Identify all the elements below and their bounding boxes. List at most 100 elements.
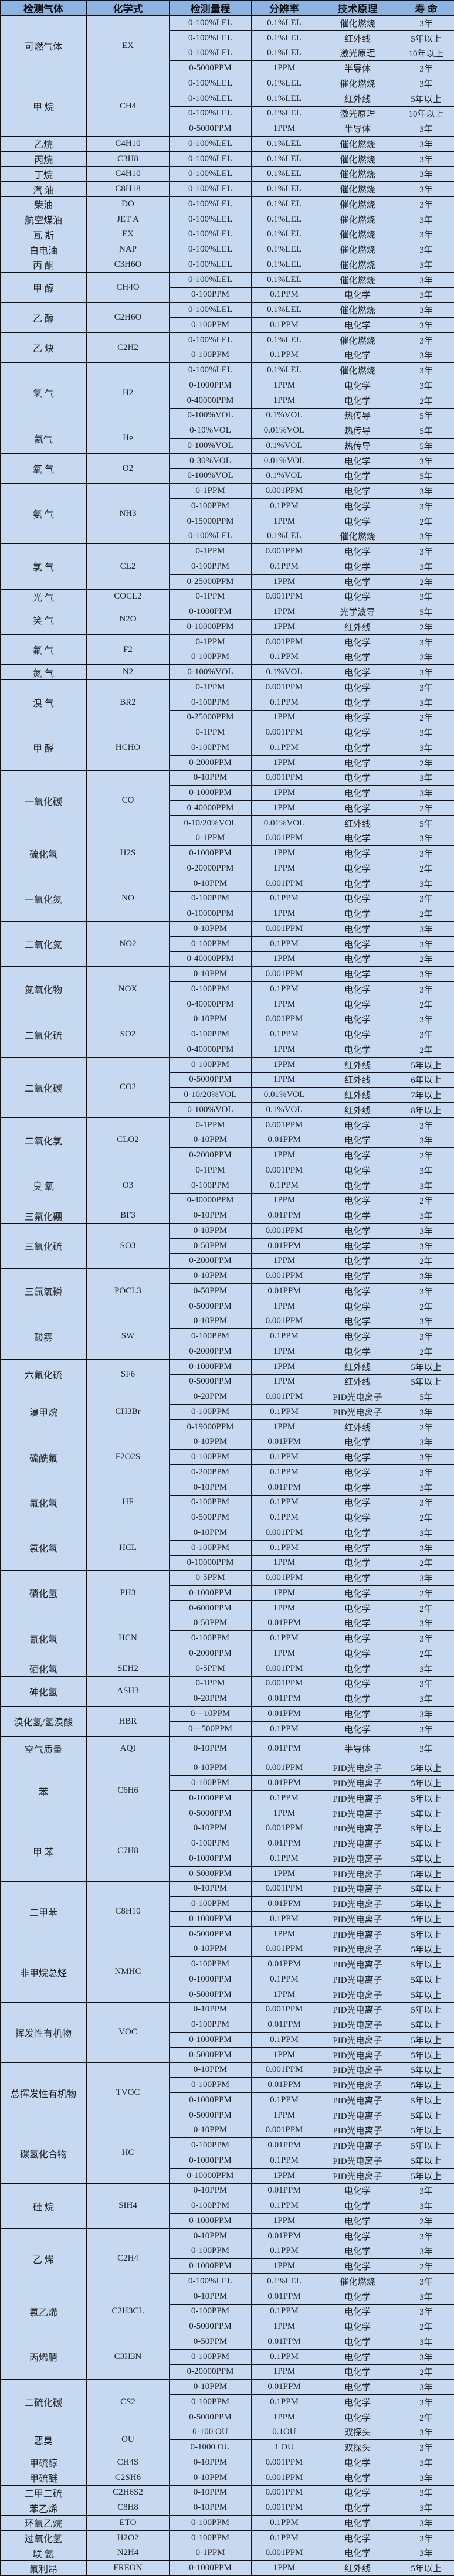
- lifespan-cell: 2年: [398, 513, 454, 529]
- principle-cell: 电化学: [317, 1706, 398, 1722]
- table-row: 0-1000PPM 1PPM 电化学 2年: [1, 2258, 454, 2274]
- resolution-cell: 0.001PPM: [251, 2001, 317, 2018]
- range-cell: 0-1PPM: [169, 830, 252, 847]
- principle-cell: 电化学: [317, 1691, 398, 1707]
- range-cell: 0-100%VOL: [169, 1102, 252, 1118]
- gas-name-cell: 溴化氢/氢溴酸: [0, 1706, 87, 1737]
- resolution-cell: 0.001PPM: [251, 725, 317, 740]
- principle-cell: 电化学: [317, 1525, 398, 1541]
- gas-name-cell: 可燃气体: [0, 15, 87, 76]
- lifespan-cell: 3年: [398, 1494, 454, 1511]
- lifespan-cell: 3年: [398, 2485, 454, 2501]
- resolution-cell: 0.001PPM: [251, 543, 317, 559]
- formula-cell: NO: [86, 875, 170, 922]
- lifespan-cell: 5年以上: [398, 1805, 454, 1821]
- lifespan-cell: 5年以上: [398, 2107, 454, 2123]
- range-cell: 0-100PPM: [169, 1177, 252, 1194]
- table-row: 0-40000PPM 1PPM 电化学 2年: [1, 800, 454, 816]
- principle-cell: 催化燃烧: [317, 242, 398, 257]
- resolution-cell: 1PPM: [251, 1646, 317, 1661]
- range-cell: 0-100%LEL: [169, 90, 252, 107]
- range-cell: 0-10PPM: [169, 770, 252, 786]
- gas-name-cell: 氯化氢: [0, 1524, 87, 1571]
- principle-cell: 电化学: [317, 453, 398, 469]
- table-row: 0-100PPM 0.01PPM PID光电离子 5年以上: [1, 1956, 454, 1972]
- lifespan-cell: 3年: [398, 1163, 454, 1178]
- table-row: 二硫化碳 CS2 0-10PPM 0.01PPM 电化学 3年: [0, 2379, 454, 2425]
- range-cell: 0-20PPM: [169, 1691, 252, 1707]
- gas-name-cell: 光 气: [0, 589, 87, 605]
- table-row: 氦气 He 0-10%VOL 0.01%VOL 热传导 5年: [0, 423, 454, 454]
- table-row: 0-100%LEL 0.1%LEL 红外线 5年以上: [1, 90, 454, 107]
- lifespan-cell: 3年: [398, 875, 454, 892]
- gas-name-cell: 二甲苯: [0, 1881, 87, 1942]
- range-cell: 0-100PPM: [169, 936, 252, 952]
- range-cell: 0-100 OU: [169, 2424, 252, 2441]
- resolution-cell: 0.1PPM: [251, 287, 317, 303]
- resolution-cell: 0.01PPM: [251, 2288, 317, 2305]
- gas-name-cell: 溴 气: [0, 679, 87, 726]
- formula-cell: C4H10: [86, 136, 170, 152]
- lifespan-cell: 2年: [398, 619, 454, 635]
- table-row: 0-1000PPM 1PPM 电化学 2年: [1, 1585, 454, 1601]
- table-row: 0-100PPM 0.1PPM 电化学 3年: [1, 740, 454, 756]
- principle-cell: 电化学: [317, 2379, 398, 2395]
- resolution-cell: 0.1PPM: [251, 1721, 317, 1737]
- resolution-cell: 0.001PPM: [251, 1525, 317, 1541]
- range-cell: 0—10PPM: [169, 1706, 252, 1722]
- gas-name-cell: 汽 油: [0, 181, 87, 197]
- principle-cell: 电化学: [317, 589, 398, 605]
- resolution-cell: 0.01%VOL: [251, 453, 317, 469]
- lifespan-cell: 3年: [398, 2500, 454, 2516]
- table-row: 0-100PPM 0.1PPM 电化学 3年: [1, 694, 454, 711]
- principle-cell: 红外线: [317, 1056, 398, 1073]
- lifespan-cell: 3年: [398, 287, 454, 303]
- gas-name-cell: 氰化氢: [0, 1615, 87, 1661]
- lifespan-cell: 3年: [398, 1208, 454, 1224]
- range-cell: 0-10000PPM: [169, 619, 252, 635]
- formula-cell: FREON: [86, 2560, 170, 2576]
- lifespan-cell: 5年以上: [398, 2062, 454, 2078]
- resolution-cell: 0.001PPM: [251, 1660, 317, 1677]
- resolution-cell: 1PPM: [251, 709, 317, 726]
- principle-cell: 电化学: [317, 1630, 398, 1646]
- table-row: 0-10/20%VOL 0.01%VOL 红外线 7年以上: [1, 1087, 454, 1103]
- gas-name-cell: 二氧化氮: [0, 920, 87, 967]
- gas-name-cell: 联 氨: [0, 2545, 87, 2561]
- range-cell: 0-10000PPM: [169, 2167, 252, 2184]
- table-row: 0-100PPM 0.1PPM 电化学 3年: [1, 1177, 454, 1194]
- resolution-cell: 0.1%LEL: [251, 45, 317, 62]
- lifespan-cell: 2年: [398, 1510, 454, 1525]
- table-row: 一氧化碳 CO 0-10PPM 0.001PPM 电化学 3年: [0, 770, 454, 831]
- lifespan-cell: 3年: [398, 347, 454, 363]
- resolution-cell: 0.001PPM: [251, 2485, 317, 2501]
- table-row: 0-100PPM 0.1PPM 电化学 2年: [1, 649, 454, 665]
- range-cell: 0-100PPM: [169, 694, 252, 711]
- principle-cell: 电化学: [317, 830, 398, 847]
- range-cell: 0-10PPM: [169, 1881, 252, 1897]
- table-row: 0-100PPM 0.1PPM 电化学 3年: [1, 1449, 454, 1465]
- gas-name-cell: 砷化氢: [0, 1676, 87, 1707]
- principle-cell: 红外线: [317, 1419, 398, 1435]
- range-cell: 0-100%LEL: [169, 181, 252, 197]
- resolution-cell: 0.1%LEL: [251, 90, 317, 107]
- resolution-cell: 0.01PPM: [251, 1479, 317, 1496]
- lifespan-cell: 3年: [398, 891, 454, 907]
- range-cell: 0-100%LEL: [169, 30, 252, 46]
- range-cell: 0-1000PPM: [169, 1851, 252, 1867]
- range-cell: 0-100PPM: [169, 740, 252, 756]
- table-row: 0-100%LEL 0.1%LEL 催化燃烧 3年: [1, 2273, 454, 2289]
- table-row: 0-40000PPM 1PPM 电化学 2年: [1, 996, 454, 1012]
- lifespan-cell: 3年: [398, 60, 454, 76]
- formula-cell: C2H6O: [86, 302, 170, 333]
- formula-cell: HCHO: [86, 725, 170, 771]
- table-row: 0-1000PPM 1PPM 电化学 3年: [1, 378, 454, 393]
- lifespan-cell: 3年: [398, 664, 454, 680]
- lifespan-cell: 2年: [398, 1646, 454, 1661]
- resolution-cell: 0.1%LEL: [251, 362, 317, 378]
- table-row: 0-1000PPM 0.1PPM PID光电离子 5年以上: [1, 2153, 454, 2169]
- range-cell: 0-20000PPM: [169, 2364, 252, 2380]
- table-row: 溴化氢/氢溴酸 HBR 0—10PPM 0.01PPM 电化学 3年: [0, 1706, 454, 1737]
- principle-cell: 电化学: [317, 1570, 398, 1586]
- lifespan-cell: 3年: [398, 1283, 454, 1299]
